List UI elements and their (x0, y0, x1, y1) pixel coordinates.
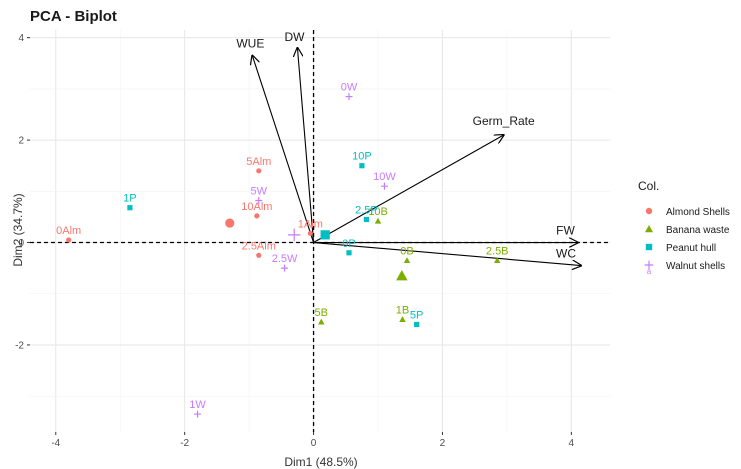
variable-label: WUE (236, 37, 264, 51)
data-point (307, 230, 313, 236)
individual-points: 0Alm 5Alm 10Alm 2.5Alm 1Alm 2.5B 0B 5B 1B 10B 1P 10… (56, 82, 509, 418)
x-tick-label: -4 (51, 438, 60, 449)
x-tick-label: 0 (311, 438, 317, 449)
variable-label: DW (284, 30, 305, 44)
x-tick-label: 4 (569, 438, 575, 449)
legend-label: Walnut shells (666, 261, 725, 272)
x-axis-title: Dim1 (48.5%) (284, 455, 357, 469)
data-point (359, 163, 365, 169)
point-label: 1P (123, 193, 136, 205)
data-point (363, 216, 369, 223)
point-label: 10P (352, 151, 372, 163)
legend-label: Banana waste (666, 225, 730, 236)
point-label: 5B (315, 307, 328, 319)
point-label: 2.5B (486, 245, 509, 257)
point-label: 5W (251, 186, 268, 198)
series-banana-waste: 2.5B 0B 5B 1B 10B (315, 206, 509, 325)
point-label: 10B (368, 206, 388, 218)
legend-key-letter: a (647, 267, 652, 276)
chart-title: PCA - Biplot (30, 8, 117, 25)
y-tick-label: 2 (18, 136, 24, 147)
y-axis-title: Dim2 (34.7%) (11, 193, 25, 266)
data-point (414, 321, 420, 328)
variable-label: FW (556, 224, 575, 238)
x-tick-label: 2 (440, 438, 446, 449)
legend-key (645, 207, 653, 215)
data-point (66, 237, 72, 243)
series-peanut-hull: 1P 10P 2.5P 0P 5P (123, 151, 423, 328)
zero-lines (30, 30, 610, 432)
data-point (281, 264, 289, 272)
data-point (346, 250, 352, 256)
series-walnut-shells: 0W 10W 5W 2.5W 1W (189, 82, 396, 418)
data-point (255, 197, 263, 205)
point-label: 1W (189, 399, 206, 411)
variable-label: Germ_Rate (473, 114, 535, 128)
point-label: 0P (342, 238, 355, 250)
data-point (318, 318, 325, 325)
legend: Col. Almond Shells Banana waste Peanut hul… (638, 179, 730, 276)
group-centroid (288, 228, 301, 242)
data-point (256, 252, 262, 258)
data-point (493, 257, 501, 264)
point-label: 5P (410, 309, 423, 321)
variable-arrow-wc (313, 241, 581, 266)
legend-key (645, 243, 653, 251)
data-point (403, 257, 411, 264)
point-label: 2.5Alm (242, 240, 276, 252)
data-point (194, 410, 202, 418)
group-centroid (320, 230, 330, 240)
y-tick-label: -2 (15, 340, 24, 351)
data-point (399, 316, 406, 322)
y-tick-label: 0 (18, 238, 24, 249)
point-label: 10W (373, 171, 396, 183)
variable-arrows: WUE DW Germ_Rate FW WC (236, 30, 581, 266)
data-point (127, 205, 133, 211)
grid (30, 30, 610, 432)
variable-label: WC (556, 247, 576, 261)
data-point (256, 168, 262, 174)
point-label: 1B (396, 304, 409, 316)
legend-label: Peanut hull (666, 243, 716, 254)
variable-arrow-wue (252, 56, 315, 243)
point-label: 0Alm (56, 225, 81, 237)
legend-entry: Peanut hull (645, 243, 716, 254)
y-tick-label: 4 (18, 33, 24, 44)
group-centroid (225, 218, 235, 228)
legend-key (645, 225, 653, 233)
point-label: 0B (400, 245, 413, 257)
data-point (254, 213, 260, 219)
x-tick-label: -2 (180, 438, 189, 449)
point-label: 5Alm (246, 156, 271, 168)
point-label: 2.5W (272, 253, 298, 265)
series-almond-shells: 0Alm 5Alm 10Alm 2.5Alm 1Alm (56, 156, 323, 258)
point-label: 0W (341, 82, 358, 94)
point-label: 2.5P (355, 204, 378, 216)
data-point (374, 217, 382, 224)
legend-entry: a Walnut shells (644, 260, 725, 276)
legend-entry: Banana waste (645, 225, 730, 236)
legend-label: Almond Shells (666, 207, 730, 218)
variable-arrow-germ_rate (313, 135, 504, 244)
variable-arrow-dw (297, 48, 315, 243)
data-point (380, 182, 388, 190)
axis-ticks: -4 -2 0 2 4 -2 0 2 4 (15, 33, 574, 449)
legend-title: Col. (638, 179, 659, 193)
data-point (345, 93, 353, 101)
legend-entry: Almond Shells (645, 207, 730, 218)
group-centroid (396, 270, 408, 281)
point-label: 1Alm (298, 218, 323, 230)
point-label: 10Alm (241, 201, 272, 213)
legend-key (644, 260, 654, 270)
